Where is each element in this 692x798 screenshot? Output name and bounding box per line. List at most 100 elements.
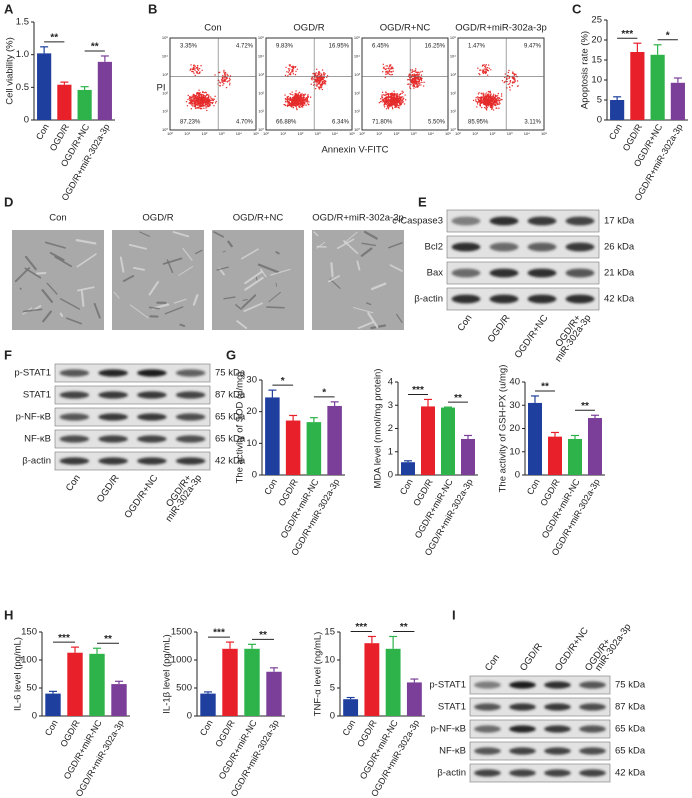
flow-dot <box>478 69 481 71</box>
flow-dot <box>383 106 386 108</box>
flow-dot <box>289 72 292 74</box>
flow-dot <box>393 94 396 96</box>
flow-dot <box>229 82 231 84</box>
flow-dot <box>307 94 309 96</box>
panel-label: I <box>452 607 456 622</box>
flow-dot <box>414 69 417 72</box>
blot-band <box>565 268 595 278</box>
flow-dot <box>221 78 224 80</box>
flow-dot <box>187 94 189 97</box>
flow-y-tick: 10⁰ <box>354 127 360 132</box>
flow-dot <box>192 68 195 70</box>
flow-dot <box>300 100 302 102</box>
flow-dot <box>197 107 200 109</box>
y-tick-label: 10 <box>324 655 335 666</box>
flow-dot <box>403 103 406 105</box>
blot-band <box>137 391 167 399</box>
y-tick-label: 30 <box>246 375 257 386</box>
y-tick-label: 10 <box>591 75 602 86</box>
panel-label: B <box>148 1 157 16</box>
flow-dot <box>200 93 202 96</box>
flow-dot <box>390 74 392 76</box>
blot-size-label: 21 kDa <box>604 268 635 279</box>
blot-strip <box>469 763 611 783</box>
blot-band <box>544 681 571 689</box>
x-tick-label: Con <box>525 477 542 496</box>
flow-x-tick: 10⁰ <box>455 131 461 136</box>
blot-row-label: STAT1 <box>438 702 466 713</box>
lane-label: OGD/R <box>518 641 545 673</box>
cell-edge <box>19 287 22 290</box>
flow-dot <box>480 100 483 102</box>
flow-dot <box>288 69 291 72</box>
quadrant-percent: 6.34% <box>332 120 350 126</box>
flow-dot <box>380 100 382 103</box>
bar <box>89 653 105 716</box>
flow-dot <box>413 84 415 87</box>
flow-dot <box>304 99 306 102</box>
flow-dot <box>287 71 290 74</box>
flow-dot <box>310 78 313 80</box>
flow-dot <box>488 67 490 69</box>
bar <box>343 699 359 716</box>
flow-dot <box>212 99 214 101</box>
lane-label: OGD/R+NC <box>122 473 160 521</box>
flow-dot <box>478 92 480 94</box>
flow-dot <box>492 106 494 108</box>
y-tick-label: 15 <box>324 627 335 638</box>
flow-dot <box>408 78 410 81</box>
flow-y-tick: 10¹ <box>450 109 456 114</box>
flow-y-tick: 10⁵ <box>258 35 264 40</box>
y-tick-label: 4 <box>388 377 393 388</box>
significance-label: *** <box>621 29 633 40</box>
flow-plot-frame <box>457 37 545 131</box>
blot-size-label: 26 kDa <box>604 242 635 253</box>
flow-dot <box>318 70 320 73</box>
quadrant-percent: 6.45% <box>372 44 390 50</box>
flow-dot <box>194 65 196 67</box>
flow-dot <box>500 93 503 95</box>
blot-strip <box>446 261 600 285</box>
flow-dot <box>482 95 485 97</box>
flow-dot <box>400 101 402 103</box>
flow-y-tick: 10² <box>258 90 264 95</box>
flow-dot <box>392 102 395 104</box>
blot-band <box>451 242 481 252</box>
cell-edge <box>164 306 184 315</box>
flow-dot <box>188 97 191 100</box>
cell-edge <box>22 308 43 313</box>
flow-dot <box>384 97 386 99</box>
quadrant-percent: 71.80% <box>372 120 393 126</box>
flow-dot <box>196 67 198 69</box>
flow-x-tick: 10⁰ <box>263 131 269 136</box>
flow-dot <box>494 98 497 100</box>
flow-dot <box>485 64 487 66</box>
flow-dot <box>484 95 486 97</box>
flow-dot <box>489 106 492 109</box>
flow-dot <box>316 80 318 83</box>
flow-dot <box>516 80 519 82</box>
flow-dot <box>382 94 384 96</box>
x-tick-label: Con <box>398 477 415 496</box>
y-tick-label: 0 <box>388 470 393 481</box>
blot-strip <box>54 385 211 405</box>
blot-band <box>137 369 167 377</box>
flow-dot <box>290 66 293 68</box>
flow-x-tick: 10² <box>298 131 304 136</box>
bar <box>441 407 455 475</box>
significance-label: *** <box>355 622 367 633</box>
flow-x-tick: 10¹ <box>280 131 286 136</box>
blot-band <box>137 457 167 465</box>
quadrant-percent: 4.72% <box>236 44 254 50</box>
blot-band <box>489 268 519 278</box>
blot-band <box>59 413 90 421</box>
flow-dot <box>194 100 197 102</box>
flow-dot <box>417 78 419 81</box>
flow-dot <box>223 82 225 85</box>
flow-dot <box>320 85 322 88</box>
flow-dot <box>479 96 482 98</box>
flow-dot <box>399 105 401 107</box>
bar <box>77 89 92 120</box>
flow-dot <box>286 97 289 99</box>
flow-dot <box>192 105 194 107</box>
